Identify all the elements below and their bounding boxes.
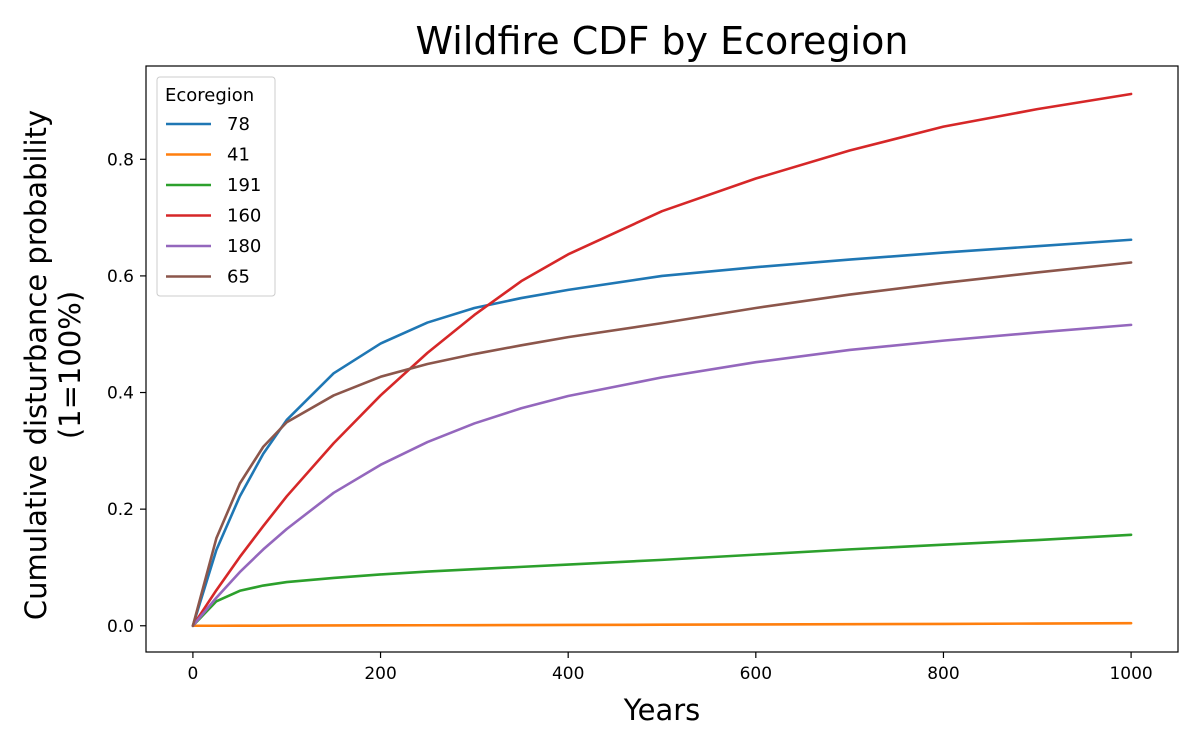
series-line-41 xyxy=(191,621,1133,628)
plot-area xyxy=(146,66,1178,652)
y-tick-label: 0.8 xyxy=(107,150,134,170)
y-tick-label: 0.2 xyxy=(107,500,134,520)
x-tick-label: 400 xyxy=(552,664,584,684)
x-axis-ticks: 0 200 400 600 800 1000 xyxy=(187,652,1153,684)
x-tick-label: 600 xyxy=(740,664,772,684)
series-line-180 xyxy=(191,323,1133,628)
y-tick-label: 0.0 xyxy=(107,617,134,637)
plot-frame xyxy=(145,65,1179,653)
legend-frame xyxy=(156,76,276,297)
legend-label-191: 191 xyxy=(227,175,261,196)
series-lines xyxy=(191,92,1133,628)
legend-label-180: 180 xyxy=(227,236,261,257)
x-tick-label: 200 xyxy=(364,664,396,684)
x-axis-label: Years xyxy=(623,693,701,727)
x-tick-label: 800 xyxy=(927,664,959,684)
y-axis-ticks: 0.0 0.2 0.4 0.6 0.8 xyxy=(107,150,146,637)
series-line-160 xyxy=(191,92,1133,628)
legend: Ecoregion 78 41 191 160 180 65 xyxy=(156,76,276,297)
y-axis-label-line1: Cumulative disturbance probability xyxy=(19,110,53,620)
legend-label-160: 160 xyxy=(227,206,261,227)
chart-title: Wildfire CDF by Ecoregion xyxy=(416,19,909,63)
x-tick-label: 0 xyxy=(187,664,198,684)
y-axis-label-line2: (1=100%) xyxy=(53,291,87,439)
legend-label-65: 65 xyxy=(227,267,250,288)
legend-label-78: 78 xyxy=(227,114,250,135)
series-line-78 xyxy=(191,238,1133,628)
legend-title: Ecoregion xyxy=(165,85,254,106)
legend-label-41: 41 xyxy=(227,145,250,166)
x-tick-label: 1000 xyxy=(1109,664,1152,684)
series-line-191 xyxy=(191,533,1133,628)
y-tick-label: 0.4 xyxy=(107,384,134,404)
y-tick-label: 0.6 xyxy=(107,267,134,287)
series-line-65 xyxy=(191,261,1133,628)
